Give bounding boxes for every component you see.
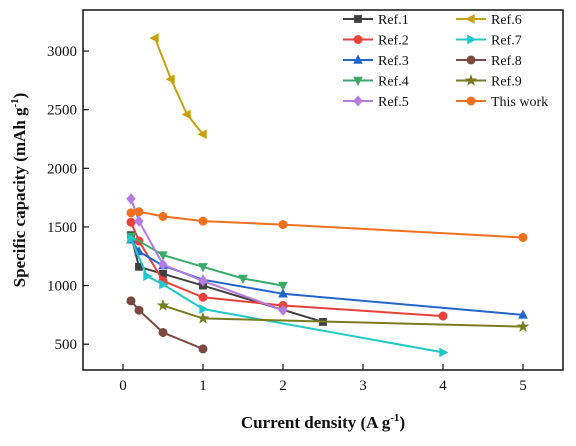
legend-marker-ref-7	[467, 34, 477, 45]
series-line-ref-8	[130, 300, 204, 350]
legend-marker-ref-9	[464, 73, 478, 86]
data-point-this-work	[198, 216, 208, 226]
x-tick-label: 3	[359, 378, 367, 394]
data-point-ref-4	[278, 281, 288, 292]
plot-frame	[82, 9, 564, 371]
legend-label-ref-7: Ref.7	[491, 34, 522, 49]
data-point-ref-8	[126, 296, 136, 306]
data-point-ref-6	[197, 129, 207, 140]
x-tick-label: 0	[119, 378, 127, 394]
legend-marker-ref-1	[354, 15, 362, 23]
data-point-this-work	[158, 211, 168, 221]
legend-marker-ref-5	[353, 95, 363, 107]
data-point-ref-2	[438, 311, 448, 321]
x-tick-label: 2	[279, 378, 287, 394]
data-point-ref-5	[134, 215, 144, 227]
series-line-ref-2	[130, 221, 444, 318]
data-point-ref-6	[165, 74, 175, 85]
data-point-ref-4	[198, 263, 208, 273]
data-point-ref-2	[126, 217, 136, 227]
legend-marker-this-work	[466, 96, 476, 106]
series-this-work	[126, 207, 528, 242]
legend-item-ref-2: Ref.2	[343, 34, 409, 49]
y-tick-label: 1500	[47, 220, 77, 236]
legend-label-ref-9: Ref.9	[491, 75, 522, 90]
legend-label-ref-1: Ref.1	[378, 13, 409, 28]
data-point-ref-7	[127, 233, 137, 244]
data-point-this-work	[278, 220, 288, 230]
data-point-ref-5	[278, 304, 288, 316]
x-tick-label: 1	[199, 378, 207, 394]
data-point-ref-9	[196, 311, 210, 324]
data-point-this-work	[126, 208, 136, 218]
series-line-ref-6	[154, 37, 204, 135]
x-axis-label: Current density (A g-1)	[241, 412, 405, 432]
legend-item-ref-3: Ref.3	[343, 54, 409, 69]
data-point-ref-9	[156, 298, 170, 311]
data-point-ref-5	[198, 275, 208, 287]
data-point-ref-5	[158, 258, 168, 271]
data-point-this-work	[518, 232, 528, 242]
data-point-ref-9	[516, 320, 530, 332]
series-layer	[126, 33, 530, 358]
y-tick-label: 1000	[47, 279, 77, 295]
legend-item-ref-1: Ref.1	[343, 13, 409, 28]
y-tick-label: 3000	[47, 44, 77, 60]
data-point-ref-7	[199, 304, 209, 314]
y-tick-label: 500	[55, 337, 78, 353]
series-ref-6	[149, 33, 207, 140]
series-line-ref-7	[130, 238, 444, 354]
data-point-ref-7	[143, 271, 153, 282]
y-axis: 500 1000 1500 2000 2500 3000	[47, 44, 89, 353]
data-point-ref-8	[198, 344, 208, 354]
legend-item-ref-8: Ref.8	[456, 54, 522, 69]
data-point-ref-4	[238, 274, 248, 284]
x-tick-label: 4	[439, 378, 447, 394]
legend-marker-ref-6	[465, 14, 475, 24]
data-point-ref-6	[181, 109, 191, 120]
legend-marker-ref-8	[466, 55, 476, 65]
legend-item-ref-9: Ref.9	[456, 73, 522, 90]
series-line-ref-3	[130, 239, 524, 316]
y-tick-label: 2000	[47, 161, 77, 177]
y-axis-label: Specific capacity (mAh g-1)	[9, 93, 29, 288]
legend-label-ref-5: Ref.5	[378, 95, 409, 110]
legend-label-ref-8: Ref.8	[491, 54, 522, 69]
series-ref-1	[127, 231, 327, 326]
data-point-ref-3	[278, 288, 288, 298]
data-point-ref-7	[159, 279, 169, 290]
legend-item-ref-4: Ref.4	[343, 75, 409, 90]
series-ref-7	[127, 233, 449, 358]
legend-marker-ref-4	[353, 76, 363, 86]
legend: Ref.1 Ref.2 Ref.3 Ref.4 Ref.5 Ref.6 Ref.7 Ref.8…	[343, 13, 548, 110]
data-point-ref-4	[158, 251, 168, 261]
series-ref-3	[126, 234, 528, 319]
series-ref-8	[126, 296, 208, 354]
data-point-ref-5	[126, 193, 136, 205]
series-line-this-work	[130, 210, 524, 239]
data-point-ref-2	[198, 292, 208, 302]
data-point-ref-7	[439, 347, 449, 358]
legend-marker-ref-2	[353, 35, 363, 44]
legend-marker-ref-3	[353, 54, 363, 64]
x-tick-label: 5	[519, 378, 527, 394]
legend-label-this-work: This work	[491, 95, 548, 110]
legend-label-ref-2: Ref.2	[378, 34, 409, 49]
legend-label-ref-3: Ref.3	[378, 54, 409, 69]
y-tick-label: 2500	[47, 103, 77, 119]
legend-label-ref-4: Ref.4	[378, 75, 409, 90]
data-point-this-work	[134, 207, 144, 217]
data-point-ref-8	[134, 305, 144, 315]
legend-item-this-work: This work	[456, 95, 548, 110]
data-point-ref-8	[158, 327, 168, 337]
legend-item-ref-7: Ref.7	[456, 34, 522, 49]
x-axis: 0 1 2 3 4 5	[119, 364, 527, 394]
legend-item-ref-6: Ref.6	[456, 13, 522, 28]
series-ref-9	[156, 298, 530, 332]
legend-item-ref-5: Ref.5	[343, 95, 409, 110]
data-point-ref-6	[149, 33, 159, 43]
legend-label-ref-6: Ref.6	[491, 13, 522, 28]
data-point-ref-3	[518, 309, 528, 319]
